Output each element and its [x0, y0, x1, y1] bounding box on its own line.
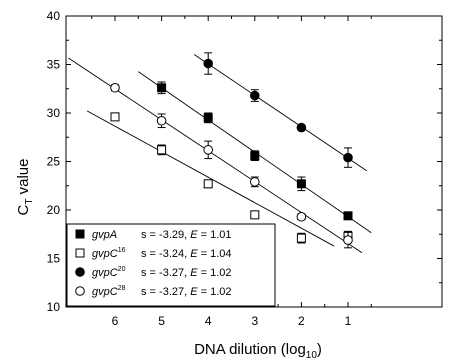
y-axis-title: CT value	[15, 159, 35, 216]
legend-series-stats: s = -3.29, E = 1.01	[141, 229, 232, 241]
x-tick-label: 4	[205, 314, 212, 328]
data-point	[203, 179, 213, 189]
legend: gvpA s = -3.29, E = 1.01 gvpC16 s = -3.24, …	[66, 223, 276, 307]
x-tick-label: 3	[251, 314, 258, 328]
y-tick-label: 20	[47, 203, 61, 217]
data-point	[203, 113, 213, 123]
data-point	[156, 115, 167, 126]
legend-series-name: gvpC28	[92, 285, 126, 298]
x-tick-label: 6	[112, 314, 119, 328]
fit-line	[193, 54, 367, 172]
legend-marker	[75, 267, 85, 277]
series-2	[86, 110, 353, 247]
legend-series-stats: s = -3.27, E = 1.02	[141, 267, 232, 279]
data-point	[250, 151, 260, 161]
y-tick-label: 15	[47, 252, 61, 266]
legend-series-stats: s = -3.27, E = 1.02	[141, 286, 232, 298]
data-point	[110, 82, 120, 93]
data-point	[296, 179, 306, 189]
data-point	[296, 233, 306, 243]
data-point	[343, 235, 353, 245]
data-point	[250, 210, 260, 220]
data-point	[203, 58, 213, 69]
legend-series-name: gvpC16	[92, 247, 126, 260]
legend-marker	[75, 286, 85, 296]
plot-area	[68, 52, 372, 254]
series-1	[138, 71, 372, 234]
data-point	[203, 145, 213, 155]
data-point	[343, 152, 353, 163]
legend-series-name: gvpC20	[92, 266, 126, 279]
x-tick-label: 2	[298, 314, 305, 328]
data-point	[343, 211, 353, 221]
legend-marker	[75, 229, 85, 239]
legend-marker	[75, 248, 85, 258]
x-tick-label: 5	[158, 314, 165, 328]
legend-series-name: gvpA	[92, 229, 117, 241]
series-4	[68, 57, 363, 254]
data-point	[157, 83, 167, 93]
data-point	[296, 122, 307, 133]
data-point	[296, 211, 307, 222]
x-tick-label: 1	[345, 314, 352, 328]
data-point	[157, 145, 167, 155]
y-tick-label: 35	[47, 58, 61, 72]
y-tick-label: 40	[47, 9, 61, 23]
legend-box	[66, 223, 276, 307]
y-tick-label: 10	[47, 300, 61, 314]
data-point	[250, 177, 260, 187]
data-point	[110, 112, 120, 122]
x-axis-title: DNA dilution (log10)	[194, 341, 322, 361]
y-tick-label: 30	[47, 106, 61, 120]
fit-line	[86, 110, 335, 247]
y-tick-label: 25	[47, 155, 61, 169]
legend-series-stats: s = -3.24, E = 1.04	[141, 248, 232, 260]
series-3	[193, 52, 367, 172]
data-point	[250, 90, 260, 101]
